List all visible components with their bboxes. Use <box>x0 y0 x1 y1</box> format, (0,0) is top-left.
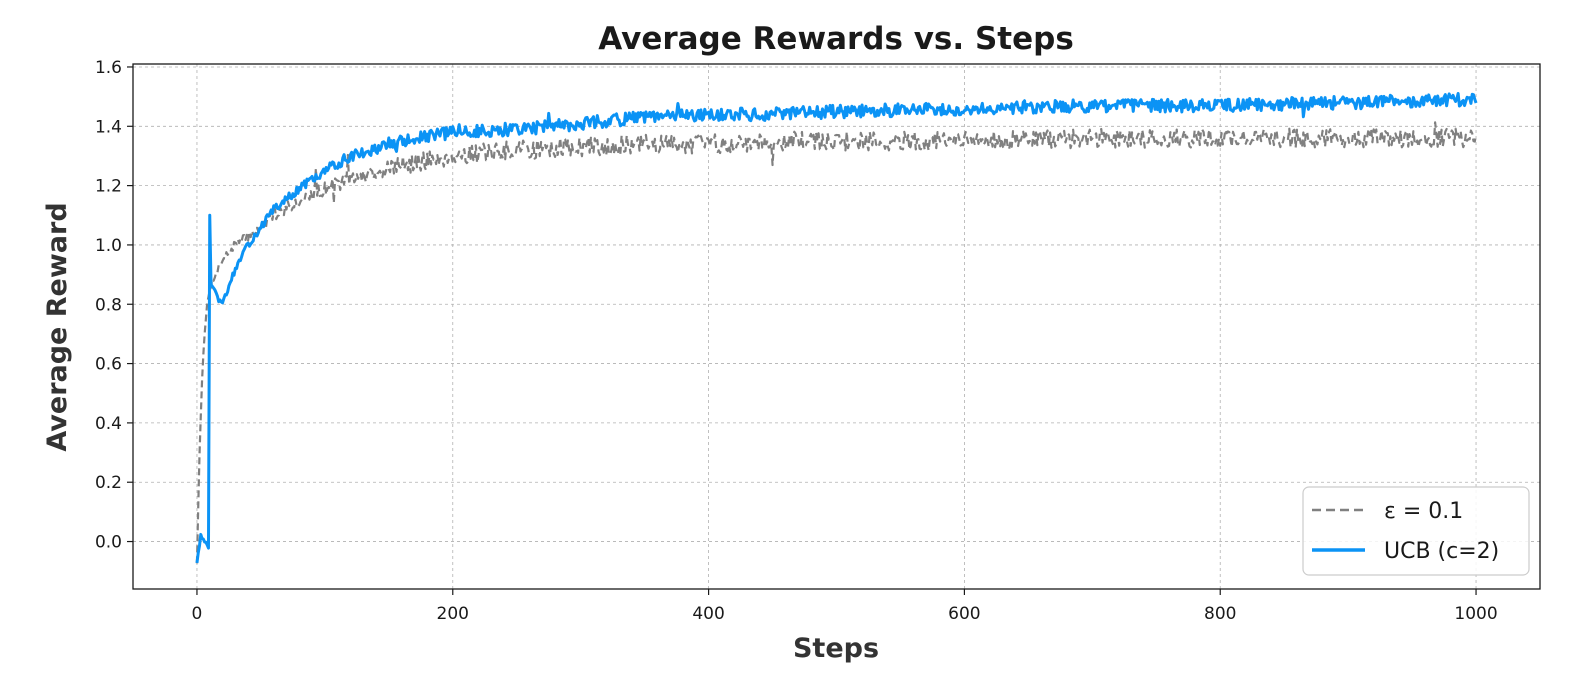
y-tick-label: 1.2 <box>95 177 122 197</box>
legend-label-epsilon: ε = 0.1 <box>1384 499 1463 524</box>
x-axis-label: Steps <box>793 633 879 664</box>
x-tick-label: 0 <box>192 604 203 624</box>
y-tick-label: 0.8 <box>95 295 122 315</box>
y-axis-label: Average Reward <box>42 202 73 451</box>
y-tick-label: 0.0 <box>95 533 122 553</box>
series-line-ucb <box>195 92 1478 564</box>
plot-frame <box>132 63 1541 590</box>
series-line-epsilon <box>195 121 1478 564</box>
tick-marks <box>127 66 1477 595</box>
tick-labels: 0 200 400 600 800 1000 0.0 0.2 0.4 0.6 0.8 1.0 1.2 1.… <box>95 58 1498 624</box>
y-tick-label: 0.4 <box>95 414 122 434</box>
x-tick-label: 400 <box>692 604 724 624</box>
x-tick-label: 600 <box>948 604 980 624</box>
y-tick-label: 0.6 <box>95 355 122 375</box>
series-lines <box>195 92 1478 564</box>
y-tick-label: 1.6 <box>95 58 122 78</box>
y-tick-label: 1.4 <box>95 117 122 137</box>
y-tick-label: 1.0 <box>95 236 122 256</box>
x-tick-label: 800 <box>1204 604 1236 624</box>
y-tick-label: 0.2 <box>95 473 122 493</box>
x-tick-label: 200 <box>437 604 469 624</box>
legend: ε = 0.1 UCB (c=2) <box>1302 486 1530 576</box>
x-tick-label: 1000 <box>1454 604 1497 624</box>
legend-label-ucb: UCB (c=2) <box>1384 539 1499 564</box>
chart-title: Average Rewards vs. Steps <box>598 21 1074 57</box>
